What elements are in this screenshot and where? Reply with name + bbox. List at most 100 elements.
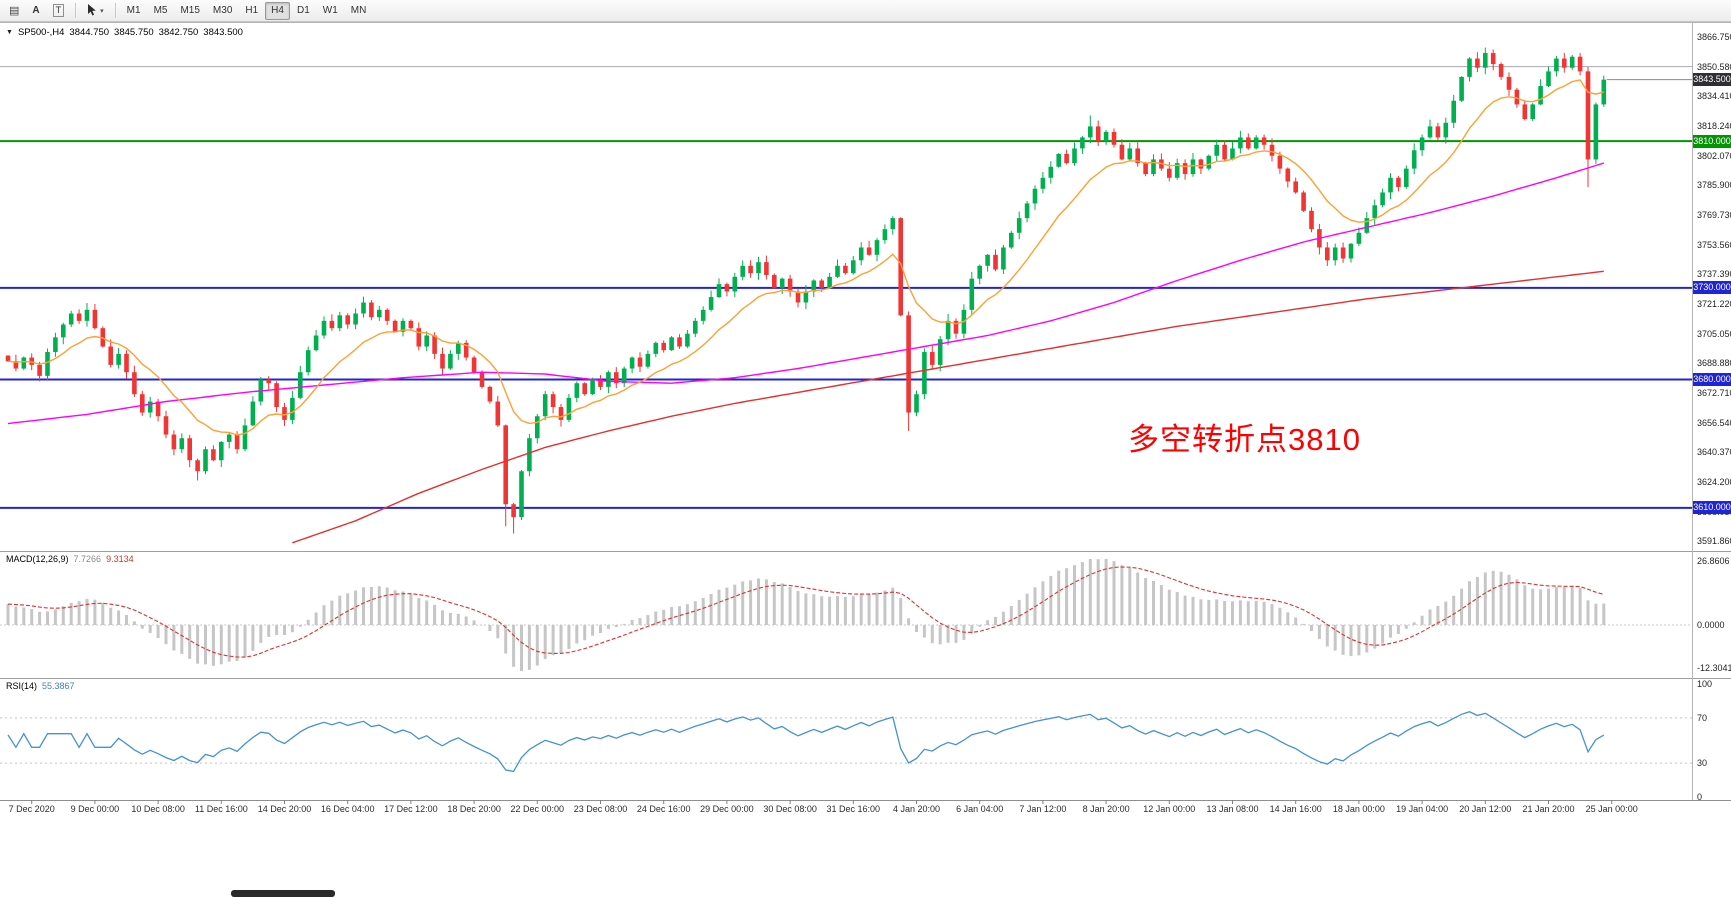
- objects-list-icon[interactable]: ▤: [3, 2, 25, 20]
- rsi-axis-label-100: 100: [1697, 679, 1713, 689]
- macd-axis-label-max: 26.8606: [1697, 556, 1730, 566]
- timeframe-button-m5[interactable]: M5: [153, 5, 168, 16]
- chevron-down-icon: ▾: [100, 7, 104, 15]
- time-axis-label: 25 Jan 00:00: [1585, 804, 1638, 814]
- time-axis-label: 30 Dec 08:00: [763, 804, 817, 814]
- timeframe-button-m1[interactable]: M1: [126, 5, 141, 16]
- ma-mid-line[interactable]: [7, 162, 1605, 425]
- timeframe-button-m15[interactable]: M15: [180, 5, 200, 16]
- time-axis-label: 14 Dec 20:00: [257, 804, 312, 814]
- rsi-axis-label-70: 70: [1697, 712, 1708, 723]
- timeframe-button-d1[interactable]: D1: [296, 5, 310, 16]
- price-axis-label: 3802.070: [1697, 150, 1731, 161]
- macd-header: MACD(12,26,9) 7.7266 9.3134: [6, 554, 134, 564]
- time-axis-label: 13 Jan 08:00: [1206, 804, 1259, 814]
- price-axis-label: 3672.710: [1697, 387, 1731, 398]
- cursor-tool-button[interactable]: ▾: [81, 2, 110, 20]
- time-axis-label: 19 Jan 04:00: [1396, 804, 1449, 814]
- price-axis-label: 3656.540: [1697, 417, 1731, 428]
- symbol-period-label: SP500-,H4: [17, 27, 65, 38]
- timeframe-button-h1[interactable]: H1: [245, 5, 259, 16]
- toolbar: ▤ A T ▾ M1 M5 M15 M30 H1 H4 D1 W1 MN: [0, 0, 1731, 22]
- toolbar-separator: [114, 3, 116, 18]
- rsi-value: 55.3867: [42, 681, 75, 691]
- price-axis-label: 3624.200: [1697, 476, 1731, 487]
- timeframe-button-mn[interactable]: MN: [350, 5, 367, 16]
- rsi-axis-label-30: 30: [1697, 758, 1708, 769]
- time-axis-label: 6 Jan 04:00: [956, 804, 1004, 814]
- time-axis-label: 12 Jan 00:00: [1143, 804, 1196, 814]
- candlestick-series: [5, 47, 1607, 534]
- rsi-name-label: RSI(14): [6, 681, 38, 691]
- list-grid-icon: ▤: [9, 5, 20, 17]
- price-axis-label: 3640.370: [1697, 447, 1731, 458]
- text-annotation-tool-button[interactable]: A: [26, 2, 45, 20]
- time-axis-label: 31 Dec 16:00: [826, 804, 881, 814]
- time-axis-label: 14 Jan 16:00: [1269, 804, 1322, 814]
- chart-header: ▼ SP500-,H4 3844.750 3845.750 3842.750 3…: [6, 27, 243, 38]
- price-axis-label: 3818.240: [1697, 120, 1731, 131]
- price-level-box-3680.000: 3680.000: [1693, 373, 1731, 387]
- macd-signal-line: [7, 566, 1604, 658]
- price-axis-label: 3753.560: [1697, 239, 1731, 250]
- price-axis-label: 3834.410: [1697, 91, 1731, 102]
- macd-axis-label-zero: 0.0000: [1697, 620, 1725, 630]
- price-level-box-3810.000: 3810.000: [1693, 134, 1731, 148]
- price-axis-label: 3769.730: [1697, 209, 1731, 220]
- price-axis-label: 3737.390: [1697, 269, 1731, 280]
- time-axis-label: 11 Dec 16:00: [194, 804, 248, 814]
- time-axis-label: 7 Dec 2020: [8, 804, 55, 814]
- macd-main-value: 7.7266: [73, 554, 102, 564]
- timeframe-button-m30[interactable]: M30: [212, 5, 233, 16]
- price-axis-label: 3721.220: [1697, 298, 1731, 309]
- time-axis-label: 7 Jan 12:00: [1019, 804, 1067, 814]
- toolbar-separator: [75, 3, 77, 18]
- time-axis-label: 4 Jan 20:00: [892, 804, 941, 814]
- time-axis-label: 9 Dec 00:00: [70, 804, 120, 814]
- macd-histogram: [6, 559, 1606, 671]
- letter-a-icon: A: [32, 5, 40, 16]
- time-axis-label: 22 Dec 00:00: [510, 804, 565, 814]
- price-axis-label: 3688.880: [1697, 358, 1731, 369]
- time-axis-label: 29 Dec 00:00: [700, 804, 754, 814]
- ohlc-close: 3843.500: [203, 27, 243, 38]
- price-axis-label: 3591.860: [1697, 536, 1731, 547]
- time-axis-label: 8 Jan 20:00: [1082, 804, 1130, 814]
- collapse-arrow-icon[interactable]: ▼: [6, 29, 13, 36]
- price-axis-label: 3866.750: [1697, 32, 1731, 42]
- price-level-box-3730.000: 3730.000: [1693, 281, 1731, 295]
- timeframe-group: M1 M5 M15 M30 H1 H4 D1 W1 MN: [121, 1, 373, 20]
- time-axis-label: 24 Dec 16:00: [636, 804, 691, 814]
- cursor-arrow-icon: [88, 4, 96, 16]
- time-axis-label: 16 Dec 04:00: [320, 804, 375, 814]
- macd-axis-label-min: -12.3041: [1697, 663, 1731, 673]
- time-axis-label: 20 Jan 12:00: [1459, 804, 1512, 814]
- rsi-header: RSI(14) 55.3867: [6, 681, 75, 691]
- current-price-box: 3843.500: [1693, 73, 1731, 87]
- macd-signal-value: 9.3134: [106, 554, 134, 564]
- bottom-edge-fragment: [231, 890, 335, 897]
- ohlc-high: 3845.750: [114, 27, 154, 38]
- price-axis-label: 3850.580: [1697, 61, 1731, 72]
- price-axis-label: 3785.900: [1697, 180, 1731, 191]
- time-axis-label: 17 Dec 12:00: [384, 804, 438, 814]
- text-label-tool-button[interactable]: T: [47, 2, 71, 20]
- time-axis-label: 23 Dec 08:00: [573, 804, 628, 814]
- time-axis-label: 18 Jan 00:00: [1332, 804, 1385, 814]
- time-axis-label: 10 Dec 08:00: [131, 804, 185, 814]
- ma-slow-line[interactable]: [292, 270, 1604, 544]
- price-level-box-3610.000: 3610.000: [1693, 501, 1731, 515]
- macd-name-label: MACD(12,26,9): [6, 554, 69, 564]
- boxed-t-icon: T: [52, 4, 65, 17]
- ohlc-low: 3842.750: [158, 27, 199, 38]
- ohlc-open: 3844.750: [69, 27, 110, 38]
- time-axis-label: 18 Dec 20:00: [447, 804, 501, 814]
- rsi-axis-label-0: 0: [1697, 792, 1703, 802]
- timeframe-button-w1[interactable]: W1: [322, 5, 338, 16]
- chart-text-annotation[interactable]: 多空转折点3810: [1128, 422, 1361, 457]
- timeframe-button-h4[interactable]: H4: [265, 1, 290, 20]
- rsi-line: [7, 711, 1605, 773]
- price-axis-label: 3705.050: [1697, 328, 1731, 339]
- ma-fast-line[interactable]: [7, 79, 1604, 436]
